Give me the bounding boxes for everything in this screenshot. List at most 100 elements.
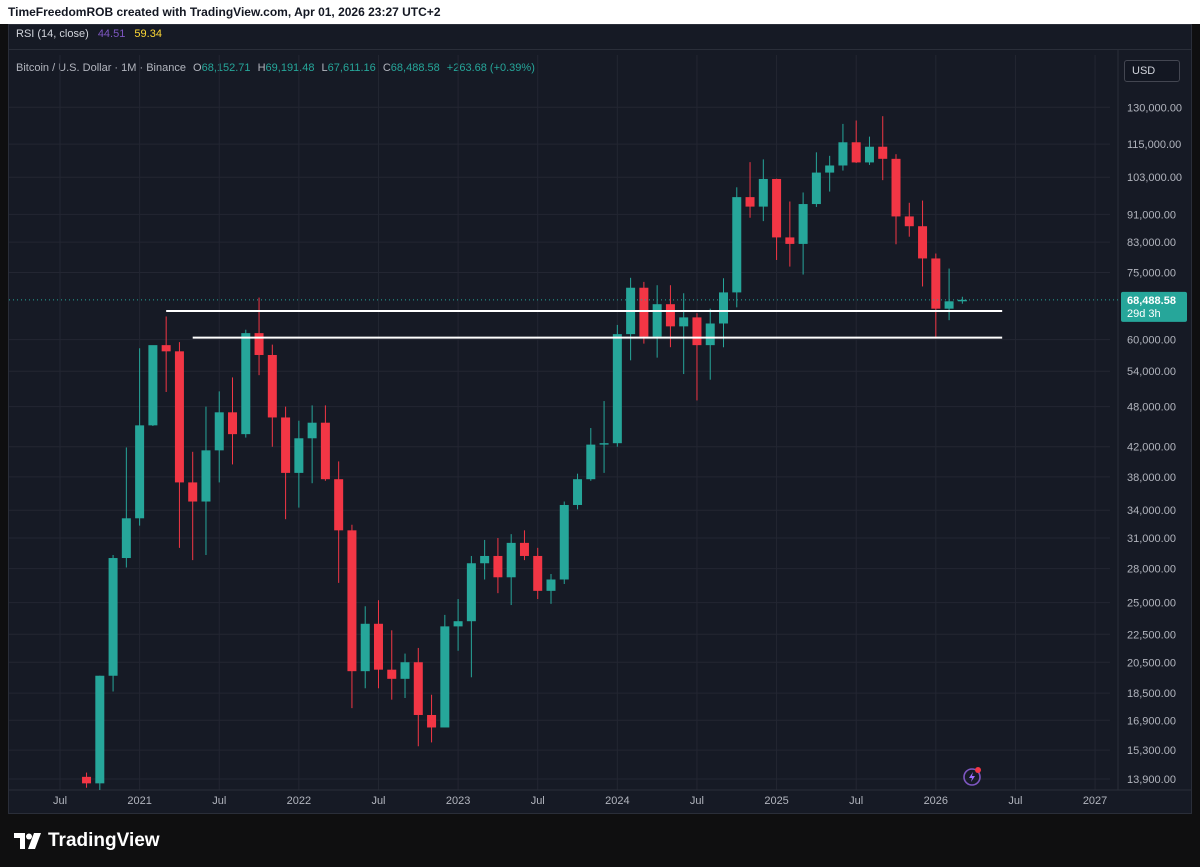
candle-body bbox=[360, 623, 370, 672]
candle-body bbox=[387, 669, 397, 679]
candle-body bbox=[254, 333, 264, 355]
candle-body bbox=[851, 142, 861, 163]
last-price-badge bbox=[1121, 291, 1187, 322]
y-tick-label: 22,500.00 bbox=[1127, 629, 1176, 641]
candle-body bbox=[546, 579, 556, 591]
candle-body bbox=[679, 317, 689, 327]
candle-body bbox=[798, 204, 808, 244]
candle-body bbox=[281, 417, 291, 473]
candle-body bbox=[825, 165, 835, 173]
high-label: H bbox=[257, 62, 266, 74]
candle-body bbox=[95, 675, 105, 784]
low-value: 67,611.16 bbox=[327, 62, 376, 74]
candle-body bbox=[586, 444, 596, 480]
candle-body bbox=[878, 146, 888, 159]
y-tick-label: 15,300.00 bbox=[1127, 745, 1176, 757]
x-tick-label: 2022 bbox=[287, 795, 311, 807]
currency-button[interactable]: USD bbox=[1124, 60, 1180, 82]
candle-body bbox=[573, 479, 583, 505]
candle-body bbox=[599, 443, 609, 445]
candle-body bbox=[400, 662, 410, 679]
candle-body bbox=[121, 518, 131, 559]
candle-body bbox=[891, 158, 901, 217]
candle-body bbox=[320, 422, 330, 480]
y-tick-label: 60,000.00 bbox=[1127, 335, 1176, 347]
candle-body bbox=[719, 292, 728, 324]
close-value: 68,488.58 bbox=[390, 62, 440, 74]
candle-body bbox=[214, 412, 224, 451]
high-value: 69,191.48 bbox=[265, 62, 315, 74]
change-value: +263.68 (+0.39%) bbox=[446, 62, 535, 74]
candle-body bbox=[440, 626, 450, 728]
x-tick-label: 2027 bbox=[1083, 795, 1107, 807]
y-tick-label: 13,900.00 bbox=[1127, 774, 1176, 786]
candle-body bbox=[413, 662, 423, 715]
candle-body bbox=[772, 178, 782, 238]
x-tick-label: Jul bbox=[1008, 795, 1022, 807]
candle-body bbox=[785, 237, 795, 244]
candle-body bbox=[745, 197, 755, 207]
rsi-label: RSI (14, close) bbox=[16, 28, 89, 40]
candle-body bbox=[174, 351, 184, 483]
assistant-icon[interactable] bbox=[962, 765, 984, 787]
x-tick-label: Jul bbox=[53, 795, 67, 807]
candle-body bbox=[453, 621, 463, 627]
y-tick-label: 83,000.00 bbox=[1127, 237, 1176, 249]
open-value: 68,152.71 bbox=[201, 62, 251, 74]
ohlc-legend: Bitcoin / U.S. Dollar · 1M · Binance O68… bbox=[16, 62, 539, 74]
candle-body bbox=[161, 345, 171, 352]
candle-body bbox=[493, 555, 503, 578]
tradingview-logo-icon bbox=[14, 833, 41, 849]
x-tick-label: 2025 bbox=[764, 795, 788, 807]
candle-body bbox=[228, 412, 238, 435]
rsi-value-2: 59.34 bbox=[134, 28, 162, 40]
brand-name: TradingView bbox=[48, 830, 160, 851]
candle-body bbox=[307, 422, 317, 439]
x-tick-label: Jul bbox=[690, 795, 704, 807]
candle-body bbox=[758, 178, 768, 207]
y-tick-label: 38,000.00 bbox=[1127, 472, 1176, 484]
candle-body bbox=[732, 197, 742, 293]
y-tick-label: 75,000.00 bbox=[1127, 268, 1176, 280]
candle-body bbox=[82, 776, 92, 784]
currency-label: USD bbox=[1132, 65, 1156, 77]
footer bbox=[0, 815, 1200, 867]
candle-body bbox=[480, 555, 490, 564]
candle-body bbox=[864, 146, 874, 163]
x-tick-label: 2021 bbox=[127, 795, 151, 807]
candle-body bbox=[201, 450, 211, 502]
y-tick-label: 48,000.00 bbox=[1127, 402, 1176, 414]
y-tick-label: 16,900.00 bbox=[1127, 715, 1176, 727]
tradingview-logo[interactable]: TradingView bbox=[14, 830, 160, 852]
candle-body bbox=[135, 425, 145, 519]
y-tick-label: 42,000.00 bbox=[1127, 442, 1176, 454]
price-chart[interactable]: 130,000.00 115,000.00 103,000.00 91,000.00 8… bbox=[0, 0, 1200, 815]
credit-bar: TimeFreedomROB created with TradingView.… bbox=[0, 0, 1200, 24]
y-tick-label: 20,500.00 bbox=[1127, 657, 1176, 669]
y-tick-label: 54,000.00 bbox=[1127, 366, 1176, 378]
candle-body bbox=[904, 216, 914, 227]
candle-body bbox=[811, 172, 821, 205]
last-price-label: 68,488.58 bbox=[1127, 295, 1176, 307]
candle-body bbox=[665, 304, 675, 327]
candle-body bbox=[334, 479, 344, 531]
x-tick-label: 2024 bbox=[605, 795, 629, 807]
candle-body bbox=[639, 287, 649, 337]
y-tick-label: 115,000.00 bbox=[1127, 139, 1181, 151]
countdown-label: 29d 3h bbox=[1127, 308, 1161, 320]
candle-body bbox=[944, 301, 954, 309]
candle-body bbox=[466, 563, 476, 622]
candle-body bbox=[427, 714, 437, 728]
chart-frame bbox=[8, 24, 1192, 814]
y-tick-label: 25,000.00 bbox=[1127, 598, 1176, 610]
x-tick-label: Jul bbox=[531, 795, 545, 807]
candle-body bbox=[519, 542, 529, 556]
x-tick-label: Jul bbox=[849, 795, 863, 807]
x-tick-label: Jul bbox=[371, 795, 385, 807]
candle-body bbox=[957, 299, 967, 302]
candle-body bbox=[108, 558, 118, 676]
candle-body bbox=[188, 482, 198, 502]
candle-body bbox=[838, 142, 848, 166]
candle-body bbox=[267, 354, 277, 418]
close-label: C bbox=[382, 62, 391, 74]
